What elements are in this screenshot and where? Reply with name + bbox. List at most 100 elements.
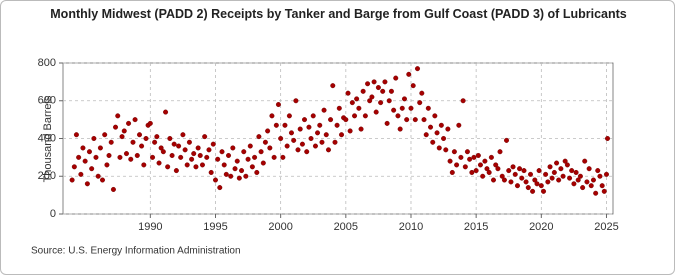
data-point	[304, 149, 310, 155]
data-point	[580, 185, 586, 191]
data-point	[447, 158, 453, 164]
data-point	[260, 160, 266, 166]
y-tick-label: 800	[38, 57, 56, 69]
data-point	[473, 168, 479, 174]
data-point	[102, 132, 108, 138]
data-point	[380, 88, 386, 94]
data-point	[488, 154, 494, 160]
data-point	[97, 145, 103, 151]
data-point	[106, 152, 112, 158]
data-point	[367, 98, 373, 104]
data-point	[547, 164, 553, 170]
data-point	[302, 117, 308, 123]
x-tick-label: 2025	[594, 221, 618, 233]
data-point	[406, 71, 412, 77]
data-point	[325, 147, 331, 153]
data-point	[262, 139, 268, 145]
data-point	[291, 137, 297, 143]
data-point	[113, 124, 119, 130]
data-point	[575, 177, 581, 183]
data-point	[541, 188, 547, 194]
data-point	[532, 177, 538, 183]
data-point	[117, 154, 123, 160]
data-point	[165, 164, 171, 170]
data-point	[254, 169, 260, 175]
data-point	[71, 164, 77, 170]
data-point	[445, 126, 451, 132]
data-point	[352, 113, 358, 119]
data-point	[282, 122, 288, 128]
data-point	[249, 164, 255, 170]
data-point	[226, 152, 232, 158]
data-point	[386, 98, 392, 104]
data-point	[288, 130, 294, 136]
data-point	[449, 169, 455, 175]
data-point	[121, 128, 127, 134]
data-point	[395, 113, 401, 119]
data-point	[247, 143, 253, 149]
data-point	[99, 177, 105, 183]
data-point	[150, 154, 156, 160]
data-point	[252, 154, 258, 160]
data-point	[241, 149, 247, 155]
data-point	[471, 154, 477, 160]
data-point	[115, 113, 121, 119]
data-point	[477, 162, 483, 168]
data-point	[517, 166, 523, 172]
data-point	[156, 160, 162, 166]
data-point	[410, 83, 416, 89]
data-point	[321, 107, 327, 113]
data-point	[215, 156, 221, 162]
data-point	[369, 94, 375, 100]
data-point	[345, 90, 351, 96]
data-point	[430, 139, 436, 145]
data-point	[525, 185, 531, 191]
data-point	[469, 169, 475, 175]
data-point	[347, 128, 353, 134]
y-tick-label: 600	[38, 95, 56, 107]
data-point	[530, 188, 536, 194]
data-point	[569, 168, 575, 174]
data-point	[317, 122, 323, 128]
data-point	[243, 173, 249, 179]
data-point	[536, 168, 542, 174]
data-point	[599, 183, 605, 189]
data-point	[195, 145, 201, 151]
data-point	[358, 126, 364, 132]
data-point	[551, 169, 557, 175]
x-tick-label: 2000	[268, 221, 292, 233]
data-point	[521, 168, 527, 174]
data-point	[399, 105, 405, 111]
data-point	[258, 149, 264, 155]
data-point	[332, 139, 338, 145]
data-point	[91, 135, 97, 141]
x-tick-label: 2005	[334, 221, 358, 233]
data-point	[84, 181, 90, 187]
data-point	[219, 149, 225, 155]
data-point	[365, 81, 371, 87]
data-point	[438, 122, 444, 128]
data-point	[482, 158, 488, 164]
data-point	[545, 179, 551, 185]
data-point	[73, 132, 79, 138]
data-point	[223, 171, 229, 177]
data-point	[158, 145, 164, 151]
data-point	[586, 166, 592, 172]
data-point	[147, 120, 153, 126]
data-point	[434, 130, 440, 136]
data-point	[404, 117, 410, 123]
data-point	[330, 83, 336, 89]
data-point	[423, 132, 429, 138]
data-point	[567, 175, 573, 181]
data-point	[141, 162, 147, 168]
data-point	[93, 154, 99, 160]
data-point	[573, 169, 579, 175]
data-point	[560, 173, 566, 179]
data-point	[108, 139, 114, 145]
data-point	[267, 145, 273, 151]
data-point	[104, 162, 110, 168]
data-point	[256, 134, 262, 140]
data-point	[315, 130, 321, 136]
data-point	[603, 171, 609, 177]
